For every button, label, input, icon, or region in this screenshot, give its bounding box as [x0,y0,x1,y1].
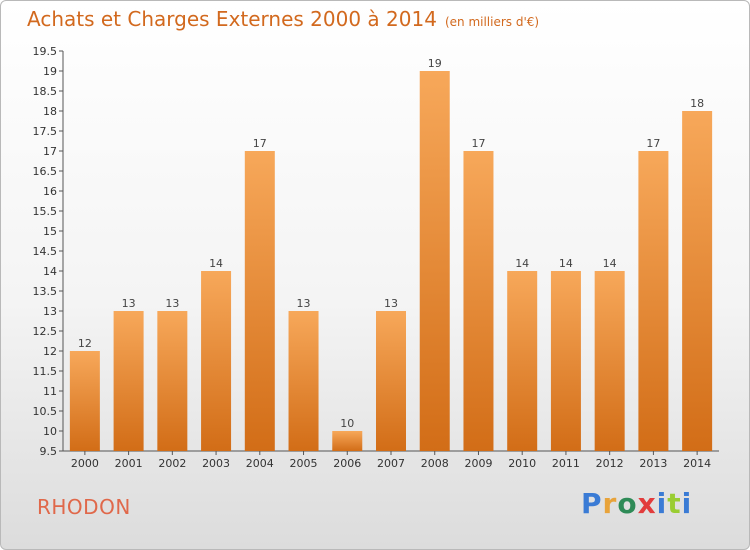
bar-value-label: 13 [165,297,179,310]
bar-2001 [113,311,144,451]
bar-value-label: 14 [515,257,529,270]
x-tick-label: 2011 [552,457,580,470]
bar-2013 [638,151,669,451]
bar-2006 [332,431,363,451]
x-tick-label: 2003 [202,457,230,470]
y-tick-label: 9.5 [40,445,58,458]
chart-axes: 9.5 10 10.5 11 11.5 12 12.5 13 13.5 14 14.5 15 15.5 1… [33,45,719,458]
brand-logo: Proxiti [581,487,692,520]
chart-subtitle: (en milliers d'€) [444,15,540,29]
brand-letter: P [581,487,603,520]
y-tick-label: 14.5 [33,245,58,258]
bar-2000 [69,351,100,451]
y-tick-label: 17.5 [33,125,58,138]
x-tick-label: 2001 [115,457,143,470]
bar-2005 [288,311,319,451]
x-tick-label: 2008 [421,457,449,470]
y-tick-label: 10 [43,425,57,438]
x-tick-label: 2006 [333,457,361,470]
x-tick-label: 2013 [639,457,667,470]
x-tick-label: 2004 [246,457,274,470]
x-tick-label: 2010 [508,457,536,470]
y-tick-label: 13.5 [33,285,58,298]
y-tick-label: 16.5 [33,165,58,178]
y-tick-label: 11 [43,385,57,398]
y-tick-label: 10.5 [33,405,58,418]
chart-labels: 2000 12 2001 13 2002 13 2003 14 2004 17 2005 13 2006… [71,57,711,470]
x-tick-label: 2000 [71,457,99,470]
bar-value-label: 17 [253,137,267,150]
bar-value-label: 14 [209,257,223,270]
bar-2007 [376,311,406,451]
bar-2011 [550,271,581,451]
bar-value-label: 13 [384,297,398,310]
bar-2008 [419,71,450,451]
bar-2010 [507,271,538,451]
y-tick-label: 19.5 [33,45,58,58]
y-tick-label: 12.5 [33,325,58,338]
bar-2003 [201,271,232,451]
y-tick-label: 19 [43,65,57,78]
x-tick-label: 2009 [464,457,492,470]
x-tick-label: 2002 [158,457,186,470]
y-tick-label: 18.5 [33,85,58,98]
brand-letter: t [667,487,682,520]
y-tick-label: 17 [43,145,57,158]
brand-letter: i [656,487,668,520]
bar-value-label: 12 [78,337,92,350]
y-tick-label: 16 [43,185,57,198]
bar-2012 [594,271,625,451]
y-tick-label: 12 [43,345,57,358]
y-tick-label: 14 [43,265,57,278]
bar-value-label: 17 [471,137,485,150]
bar-value-label: 17 [646,137,660,150]
location-label: RHODON [37,495,131,519]
bar-2009 [463,151,494,451]
x-tick-label: 2014 [683,457,711,470]
x-tick-label: 2005 [290,457,318,470]
chart-title-text: Achats et Charges Externes 2000 à 2014 [27,7,437,31]
bar-2004 [244,151,275,451]
x-tick-label: 2012 [596,457,624,470]
chart-bars [69,71,713,451]
bar-value-label: 18 [690,97,704,110]
bar-2014 [682,111,713,451]
y-tick-label: 15 [43,225,57,238]
bar-value-label: 13 [297,297,311,310]
bar-value-label: 10 [340,417,354,430]
bar-value-label: 13 [122,297,136,310]
brand-letter: x [637,487,657,520]
brand-letter: o [617,487,638,520]
chart-title: Achats et Charges Externes 2000 à 2014 (e… [27,7,539,31]
brand-letter: i [681,487,693,520]
bar-value-label: 14 [559,257,573,270]
brand-letter: r [602,487,618,520]
bar-2002 [157,311,188,451]
bar-value-label: 14 [603,257,617,270]
x-tick-label: 2007 [377,457,405,470]
y-tick-label: 18 [43,105,57,118]
y-tick-label: 13 [43,305,57,318]
bar-value-label: 19 [428,57,442,70]
y-tick-label: 15.5 [33,205,58,218]
y-tick-label: 11.5 [33,365,58,378]
